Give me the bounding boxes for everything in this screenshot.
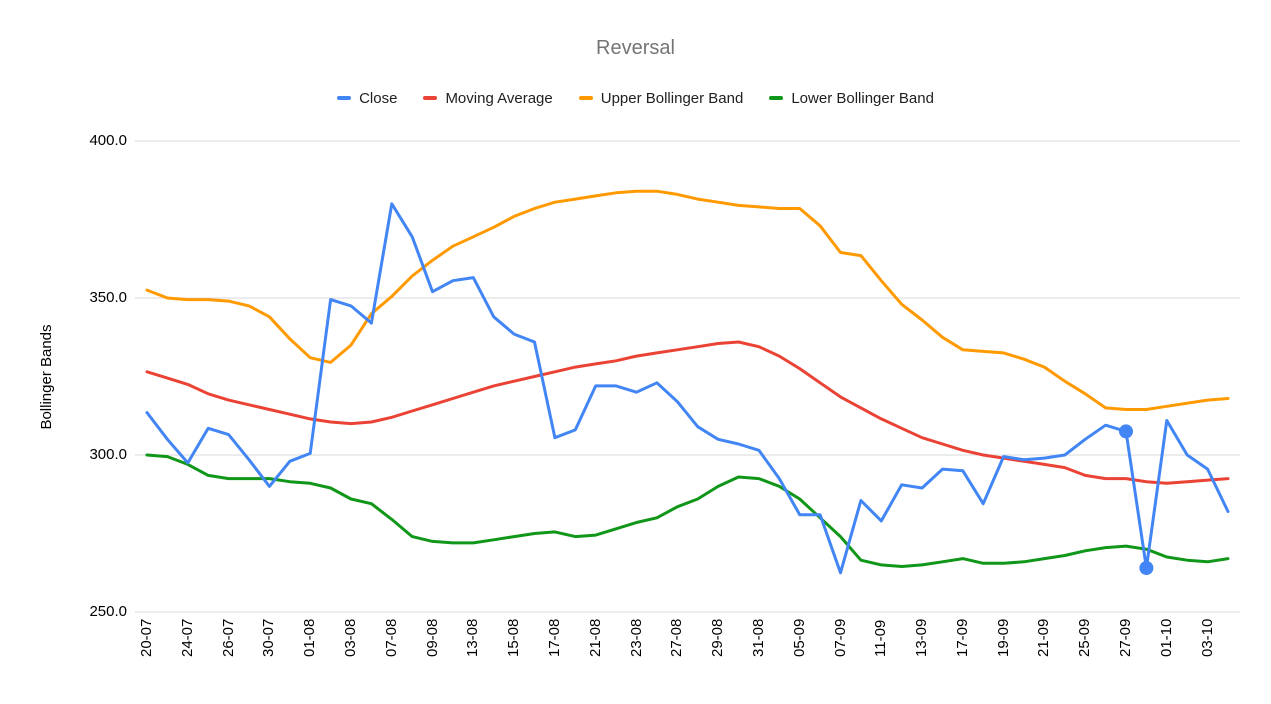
y-axis-tick-label: 400.0 (89, 132, 127, 149)
x-axis-tick-label: 11-09 (872, 619, 890, 657)
x-axis-tick-label: 27-08 (668, 618, 686, 657)
x-axis-tick-label: 26-07 (219, 618, 237, 657)
legend-item-close: Close (337, 90, 397, 107)
data-point-marker[interactable] (1139, 561, 1154, 575)
x-axis-tick-label: 03-10 (1198, 618, 1216, 657)
y-axis-tick-label: 300.0 (89, 446, 127, 463)
x-axis-tick-label: 09-08 (423, 618, 441, 657)
x-axis-tick-label: 27-09 (1117, 618, 1134, 657)
series-line-lower-bollinger-band (145, 453, 1230, 568)
x-axis-tick-label: 01-10 (1157, 618, 1175, 657)
legend-item-lower-bollinger-band: Lower Bollinger Band (769, 90, 934, 107)
legend-label: Lower Bollinger Band (791, 89, 934, 107)
x-axis-tick-label: 19-09 (994, 618, 1012, 657)
y-axis-tick-label: 350.0 (89, 289, 127, 306)
x-axis-tick-label: 21-08 (586, 618, 604, 657)
x-axis-tick-label: 05-09 (790, 618, 808, 657)
data-point-marker[interactable] (1119, 424, 1133, 439)
x-axis-tick-label: 17-08 (545, 618, 563, 657)
series-line-upper-bollinger-band (145, 189, 1230, 411)
x-axis-tick-label: 31-08 (749, 618, 767, 657)
x-axis-tick-label: 07-08 (382, 618, 400, 657)
legend-label: Close (359, 89, 398, 107)
x-axis-tick-label: 17-09 (953, 618, 971, 657)
legend-label: Upper Bollinger Band (600, 89, 744, 107)
x-axis-tick-label: 21-09 (1035, 618, 1053, 657)
x-axis-tick-label: 13-09 (913, 618, 931, 657)
x-axis-tick-label: 20-07 (138, 618, 155, 657)
x-axis-tick-label: 23-08 (627, 618, 645, 657)
legend-item-moving-average: Moving Average (423, 89, 553, 107)
legend-item-upper-bollinger-band: Upper Bollinger Band (578, 89, 744, 107)
y-axis-tick-label: 250.0 (89, 603, 127, 620)
chart-title: Reversal (596, 37, 675, 59)
series-line-close (145, 202, 1230, 575)
legend-swatch-icon (578, 96, 593, 100)
x-axis-tick-label: 29-08 (709, 618, 727, 657)
legend-swatch-icon (769, 96, 784, 100)
series-line-moving-average (145, 340, 1230, 485)
chart-legend: Close Moving Average Upper Bollinger Band L… (0, 88, 1271, 108)
x-axis-tick-label: 01-08 (301, 618, 319, 657)
x-axis-tick-label: 15-08 (505, 618, 523, 657)
x-axis-tick-label: 30-07 (260, 618, 278, 657)
x-axis-tick-label: 24-07 (178, 618, 196, 657)
x-axis-tick-label: 13-08 (464, 618, 482, 657)
x-axis-tick-label: 07-09 (831, 618, 849, 657)
legend-swatch-icon (423, 96, 438, 100)
x-axis-tick-label: 03-08 (342, 618, 359, 657)
legend-label: Moving Average (445, 89, 553, 107)
x-axis-tick-label: 25-09 (1076, 618, 1094, 657)
legend-swatch-icon (337, 96, 352, 100)
